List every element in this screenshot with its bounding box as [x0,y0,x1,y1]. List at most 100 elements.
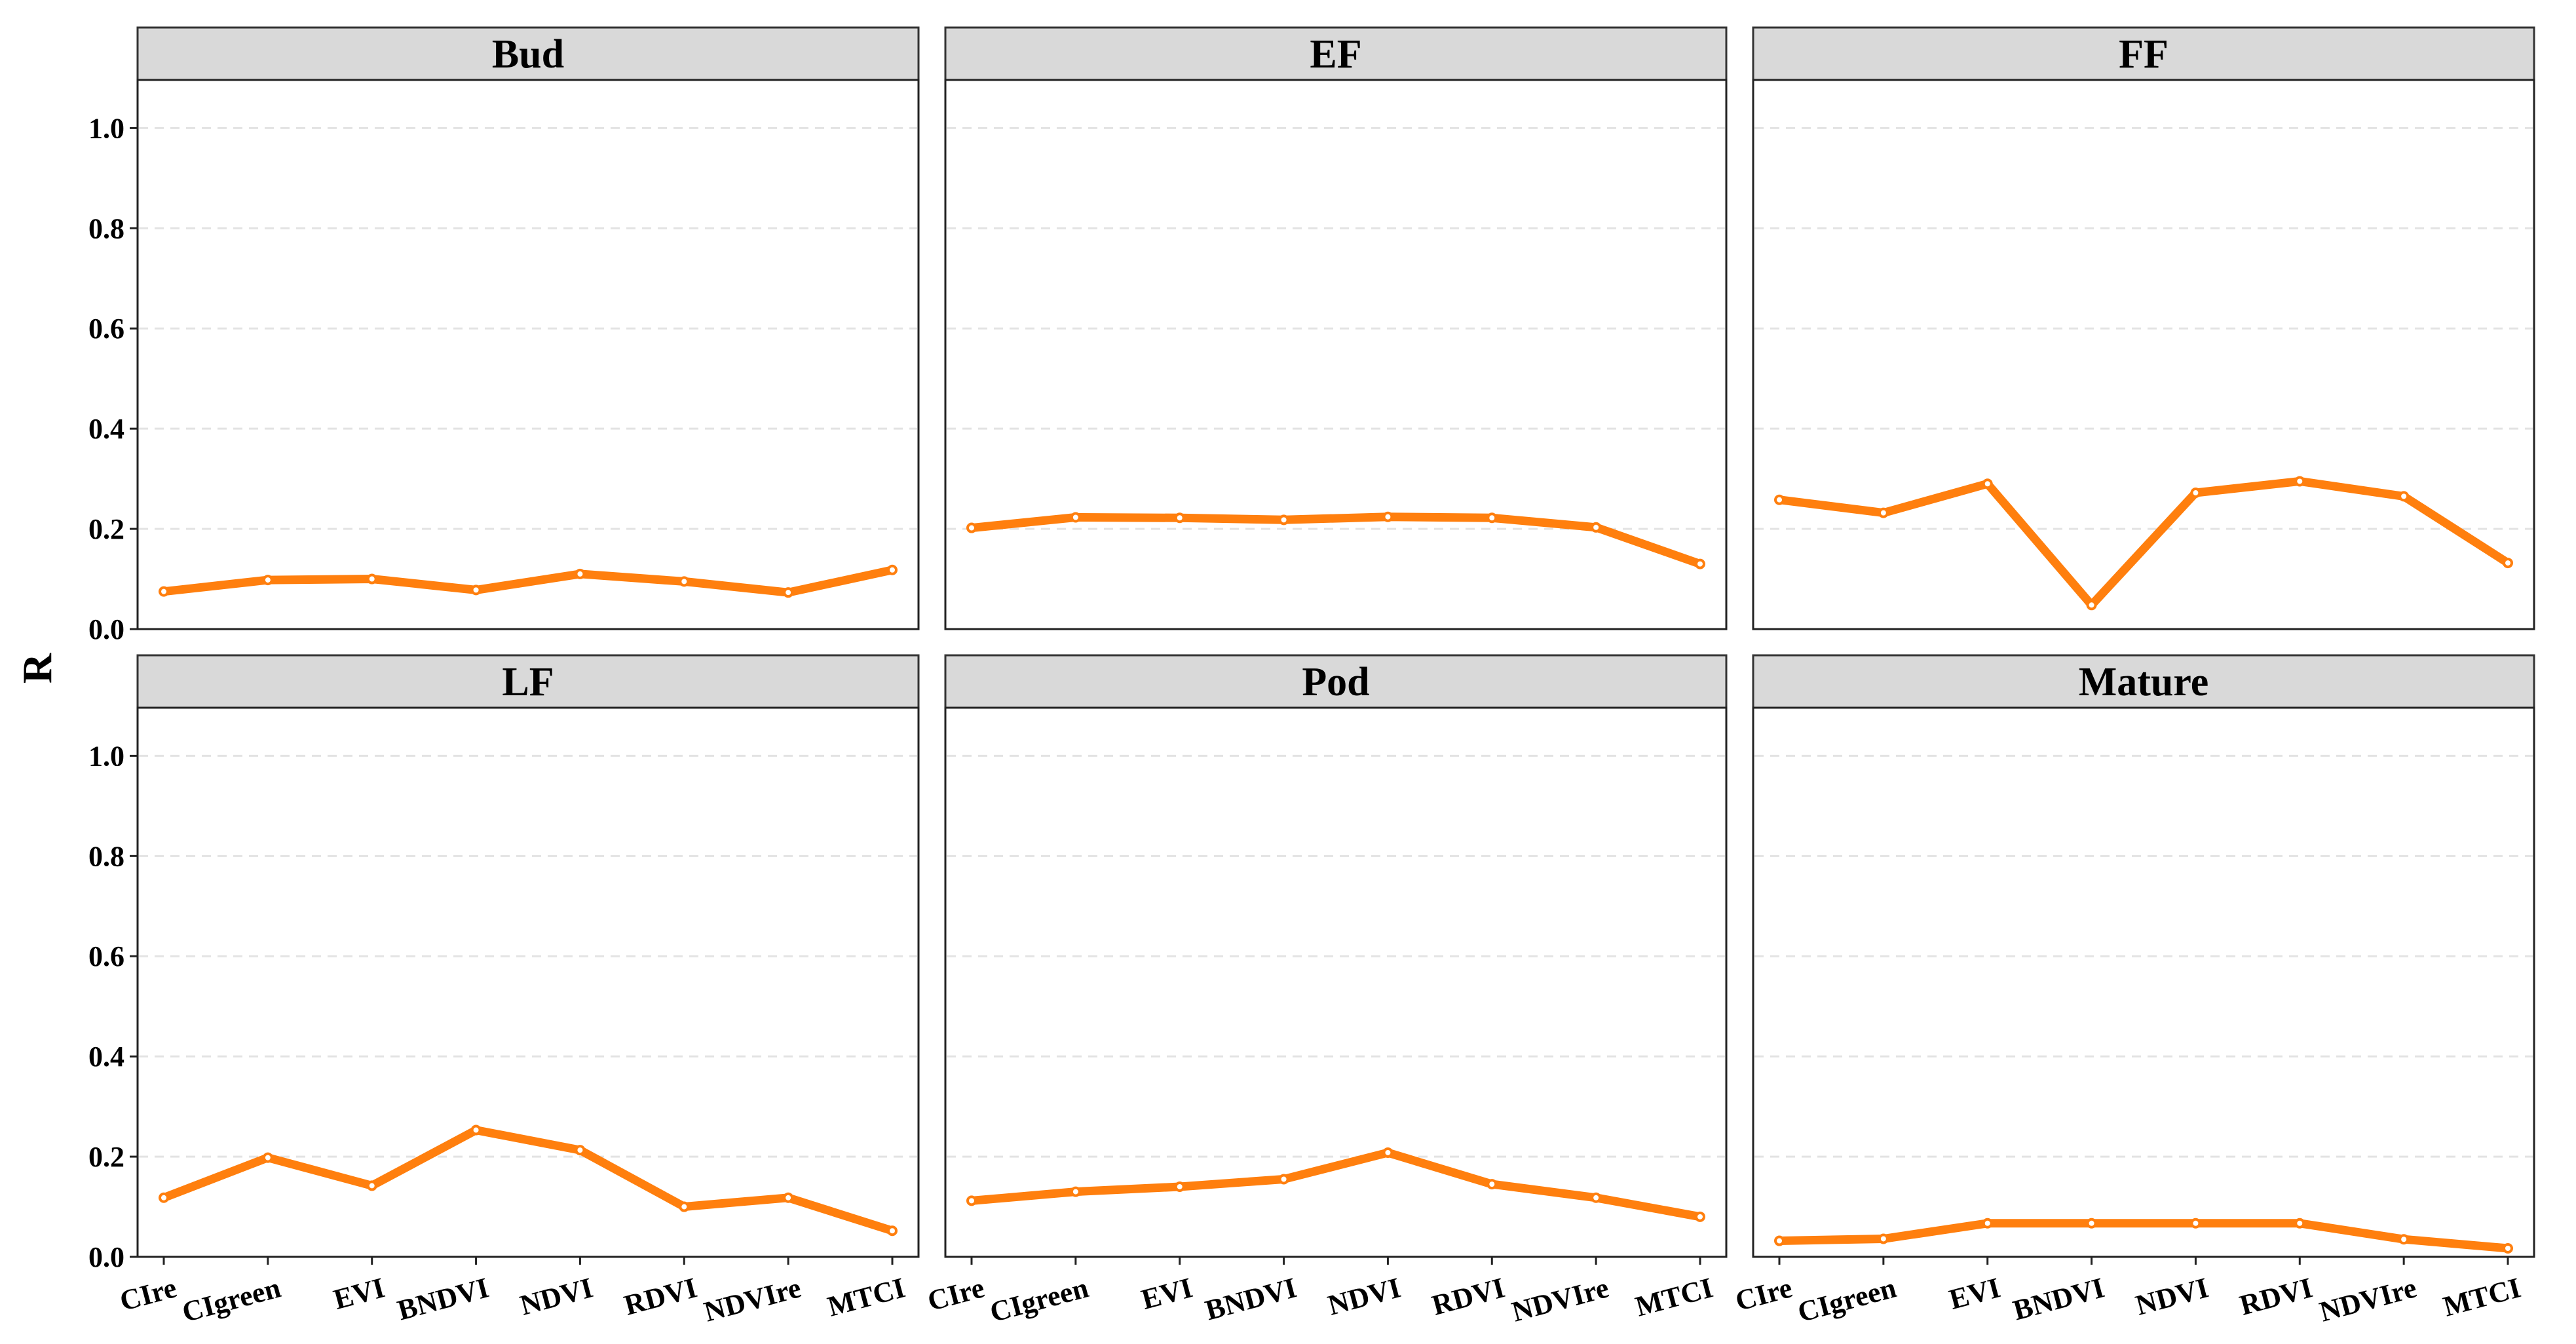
data-point [1070,1186,1081,1197]
data-point [262,1152,273,1163]
x-tick-label: CIre [924,1271,988,1317]
panel-ff: FF [1752,26,2535,630]
data-point [1774,494,1785,505]
data-point [2086,1218,2097,1229]
x-tick-label: NDVI [1325,1271,1404,1321]
x-tick-label: RDVI [1429,1271,1508,1321]
x-tick-label: MTCI [1632,1271,1716,1322]
panel-title: Bud [492,32,564,77]
data-point [2294,1218,2305,1229]
y-axis-title: R [14,653,60,683]
data-point [2503,558,2513,569]
x-tick-label: CIre [117,1271,180,1317]
y-tick-label: 1.0 [88,740,124,772]
data-point [2190,1218,2201,1229]
y-tick-label: 0.0 [88,613,124,645]
y-tick-label: 0.4 [88,413,124,445]
data-point [1982,1218,1993,1229]
series-line [1775,1219,2512,1253]
data-point [2190,488,2201,499]
data-point [575,568,586,579]
x-tick-label: CIre [1732,1271,1796,1317]
data-point [1878,507,1889,518]
data-point [1174,512,1185,524]
y-tick-label: 0.2 [88,1141,124,1173]
panel-bud: Bud 0.0 0.2 0.4 0.6 0.8 1.0 [88,26,920,645]
panel-title: EF [1310,32,1361,77]
plot-area [944,706,1728,1258]
x-tick-label: NDVI [517,1271,596,1321]
data-point [783,1192,794,1203]
data-point [887,1225,898,1237]
y-tick-label: 0.6 [88,940,124,972]
data-point [2398,1234,2410,1245]
series-line [967,512,1705,569]
data-point [679,1201,690,1212]
data-point [2503,1243,2513,1254]
data-point [366,1180,377,1191]
data-point [470,1124,482,1136]
data-point [679,576,690,587]
data-point [1487,1179,1498,1190]
panel-strip [1752,26,2535,81]
panel-ef: EF [944,26,1728,630]
plot-area [136,79,920,630]
data-point [966,522,977,533]
y-tick-label: 0.4 [88,1041,124,1073]
x-tick-label: CIgreen [987,1271,1092,1328]
data-point [1382,511,1393,522]
x-tick-label: RDVI [2237,1271,2316,1321]
data-point [366,573,377,585]
x-tick-label: MTCI [2440,1271,2524,1322]
data-point [2294,476,2305,487]
plot-area [944,79,1728,630]
data-point [1695,1211,1705,1222]
data-point [1382,1147,1393,1158]
data-point [159,1192,169,1203]
data-point [159,586,169,597]
x-tick-label: MTCI [824,1271,908,1322]
panel-title: LF [502,660,554,704]
data-point [783,587,794,598]
y-tick-label: 0.0 [88,1241,124,1273]
data-point [470,585,482,596]
panel-strip [944,26,1728,81]
plot-area [1752,706,2535,1258]
panel-title: Pod [1302,660,1369,704]
plot-area [1752,79,2535,630]
x-tick-label: NDVI [2132,1271,2212,1321]
x-tick-label: BNDVI [394,1271,493,1326]
panel-title: Mature [2079,660,2209,704]
x-tick-label: BNDVI [1202,1271,1300,1326]
data-point [575,1145,586,1156]
panel-strip [136,26,920,81]
data-point [1591,522,1602,533]
x-tick-label: BNDVI [2010,1271,2108,1326]
data-point [262,575,273,586]
x-tick-label: NDVIre [700,1271,804,1328]
data-point [2398,491,2410,502]
data-point [1591,1192,1602,1203]
data-point [887,564,898,575]
x-tick-label: EVI [330,1271,388,1316]
y-tick-label: 0.8 [88,840,124,872]
panel-strip [944,654,1728,709]
data-point [1695,558,1705,569]
series-line [967,1148,1705,1221]
y-tick-label: 0.8 [88,212,124,244]
panel-title: FF [2119,32,2169,77]
panel-strip [136,654,920,709]
plot-area [136,706,920,1258]
data-point [1174,1181,1185,1192]
data-point [1070,512,1081,523]
data-point [2086,600,2097,611]
x-tick-label: CIgreen [1794,1271,1900,1328]
data-point [1278,514,1289,526]
data-point [1487,512,1498,524]
x-tick-label: RDVI [621,1271,700,1321]
data-point [1774,1235,1785,1246]
x-tick-label: NDVIre [1508,1271,1612,1328]
data-point [1278,1174,1289,1185]
